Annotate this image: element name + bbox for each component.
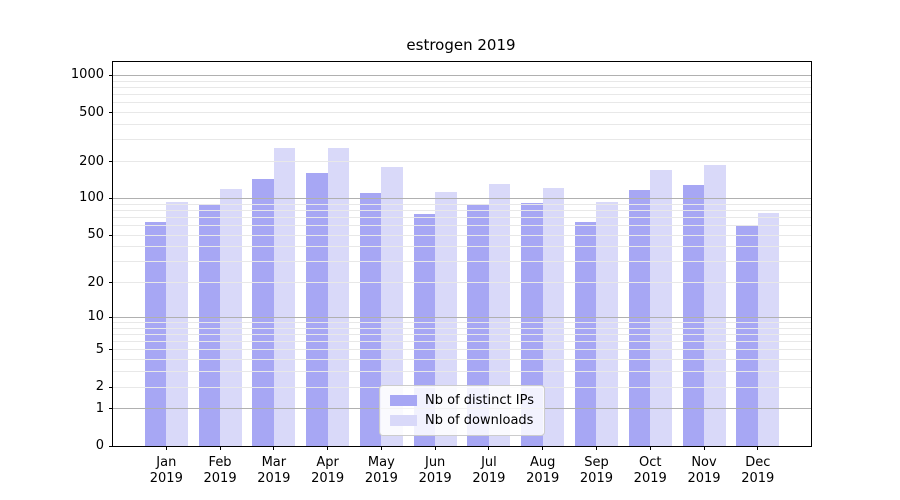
y-tick-mark-20 <box>109 282 113 284</box>
minor-gridline-30 <box>113 261 811 263</box>
major-gridline-100 <box>113 197 811 199</box>
bar-oct-downloads <box>650 170 672 446</box>
bar-nov-distinct-ips <box>682 185 704 446</box>
minor-gridline-3 <box>113 371 811 373</box>
y-tick-mark-1000 <box>109 74 113 76</box>
minor-gridline-40 <box>113 246 811 248</box>
x-tick-label-mar: Mar 2019 <box>257 455 291 486</box>
y-tick-label-1000: 1000 <box>70 67 104 83</box>
bar-mar-distinct-ips <box>252 178 274 446</box>
minor-gridline-80 <box>113 209 811 211</box>
minor-gridline-700 <box>113 94 811 96</box>
y-tick-mark-50 <box>109 234 113 236</box>
major-gridline-1000 <box>113 74 811 76</box>
legend: Nb of distinct IPs Nb of downloads <box>379 385 545 436</box>
minor-gridline-900 <box>113 80 811 82</box>
y-tick-label-0: 0 <box>95 438 104 453</box>
x-tick-mark-mar <box>273 446 275 450</box>
x-tick-mark-dec <box>757 446 759 450</box>
y-tick-label-100: 100 <box>79 190 104 206</box>
major-gridline-10 <box>113 316 811 318</box>
x-tick-label-jun: Jun 2019 <box>418 455 452 486</box>
bar-dec-downloads <box>757 213 780 446</box>
x-tick-label-oct: Oct 2019 <box>633 455 667 486</box>
x-tick-mark-jul <box>488 446 490 450</box>
y-tick-label-2: 2 <box>95 379 104 395</box>
minor-gridline-200 <box>113 161 811 163</box>
legend-item-distinct-ips: Nb of distinct IPs <box>390 393 534 408</box>
bar-may-downloads <box>381 167 403 446</box>
minor-gridline-8 <box>113 327 811 329</box>
bar-apr-distinct-ips <box>306 173 328 446</box>
bar-sep-downloads <box>596 201 618 446</box>
minor-gridline-600 <box>113 102 811 104</box>
chart-title: estrogen 2019 <box>406 36 516 54</box>
y-tick-label-50: 50 <box>87 227 104 243</box>
minor-gridline-4 <box>113 359 811 361</box>
x-tick-mark-sep <box>595 446 597 450</box>
minor-gridline-50 <box>113 234 811 236</box>
minor-gridline-300 <box>113 139 811 141</box>
y-tick-mark-10 <box>109 316 113 318</box>
legend-item-downloads: Nb of downloads <box>390 413 534 428</box>
bar-feb-distinct-ips <box>198 205 221 446</box>
bar-may-distinct-ips <box>359 193 382 446</box>
bar-jul-downloads <box>488 184 511 446</box>
x-tick-mark-nov <box>703 446 705 450</box>
legend-swatch-downloads <box>390 415 418 426</box>
minor-gridline-6 <box>113 341 811 343</box>
y-tick-mark-5 <box>109 349 113 351</box>
x-tick-mark-apr <box>327 446 329 450</box>
y-tick-mark-0 <box>109 445 113 447</box>
y-tick-mark-2 <box>109 386 113 388</box>
x-tick-label-apr: Apr 2019 <box>311 455 345 486</box>
x-tick-label-nov: Nov 2019 <box>687 455 721 486</box>
x-tick-label-jul: Jul 2019 <box>472 455 506 486</box>
minor-gridline-20 <box>113 282 811 284</box>
x-tick-mark-jun <box>434 446 436 450</box>
minor-gridline-400 <box>113 124 811 125</box>
y-tick-mark-500 <box>109 112 113 114</box>
minor-gridline-90 <box>113 203 811 205</box>
x-tick-label-dec: Dec 2019 <box>741 455 775 486</box>
x-tick-label-feb: Feb 2019 <box>203 455 237 486</box>
legend-label-distinct-ips: Nb of distinct IPs <box>425 393 534 408</box>
y-tick-label-500: 500 <box>79 104 104 120</box>
y-tick-label-1: 1 <box>95 400 104 416</box>
minor-gridline-800 <box>113 86 811 88</box>
y-tick-mark-1 <box>109 408 113 410</box>
gridlines-layer <box>113 62 811 446</box>
x-tick-label-jan: Jan 2019 <box>149 455 183 486</box>
minor-gridline-60 <box>113 225 811 226</box>
legend-label-downloads: Nb of downloads <box>425 413 534 428</box>
x-tick-mark-oct <box>649 446 651 450</box>
bar-jun-downloads <box>435 191 457 446</box>
bar-jan-downloads <box>166 201 188 446</box>
minor-gridline-9 <box>113 321 811 323</box>
y-tick-label-5: 5 <box>95 341 104 357</box>
x-tick-mark-may <box>380 446 382 450</box>
y-tick-mark-200 <box>109 161 113 163</box>
x-tick-mark-aug <box>542 446 544 450</box>
x-tick-label-may: May 2019 <box>364 455 398 486</box>
minor-gridline-7 <box>113 333 811 335</box>
x-tick-label-aug: Aug 2019 <box>526 455 560 486</box>
minor-gridline-500 <box>113 112 811 114</box>
x-tick-mark-feb <box>219 446 221 450</box>
x-tick-label-sep: Sep 2019 <box>579 455 613 486</box>
legend-swatch-distinct-ips <box>390 395 418 406</box>
minor-gridline-5 <box>113 349 811 351</box>
y-tick-label-20: 20 <box>87 274 104 290</box>
x-tick-mark-jan <box>165 446 167 450</box>
axis-ticks-layer: 0 1 2 5 10 20 50 100 200 500 1000 Jan 2019 Feb 2019 M… <box>71 62 811 486</box>
y-tick-label-10: 10 <box>87 309 104 325</box>
plot-area: 0 1 2 5 10 20 50 100 200 500 1000 Jan 2019 Feb 2019 M… <box>71 61 812 486</box>
y-tick-label-200: 200 <box>79 153 104 169</box>
bar-dec-distinct-ips <box>736 225 758 446</box>
y-tick-mark-100 <box>109 197 113 199</box>
minor-gridline-70 <box>113 216 811 218</box>
